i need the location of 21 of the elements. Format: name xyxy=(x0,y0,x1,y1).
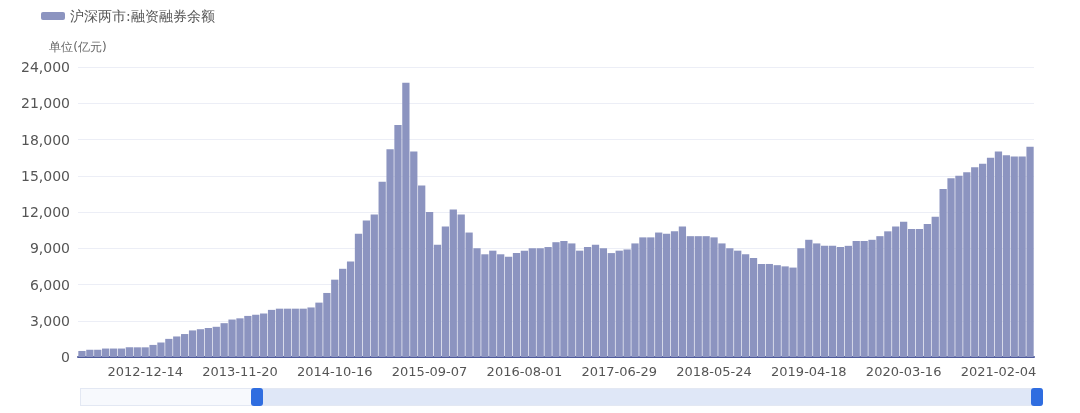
x-tick-label: 2021-02-04 xyxy=(960,364,1037,379)
x-tick-label: 2016-08-01 xyxy=(486,364,563,379)
x-tick-label: 2013-11-20 xyxy=(202,364,278,379)
x-tick-label: 2012-12-14 xyxy=(107,364,183,379)
x-tick-label: 2017-06-29 xyxy=(581,364,657,379)
y-tick-label: 9,000 xyxy=(29,240,70,257)
y-tick-label: 6,000 xyxy=(29,276,70,293)
x-tick-label: 2015-09-07 xyxy=(391,364,468,379)
y-tick-label: 0 xyxy=(61,349,70,365)
x-tick-label: 2018-05-24 xyxy=(676,364,752,379)
y-tick-label: 3,000 xyxy=(29,312,70,329)
y-tick-label: 12,000 xyxy=(21,204,70,220)
legend-label: 沪深两市:融资融券余额 xyxy=(70,8,215,24)
y-tick-label: 15,000 xyxy=(21,167,70,184)
x-tick-label: 2020-03-16 xyxy=(865,364,942,379)
y-tick-label: 18,000 xyxy=(21,131,70,148)
x-tick-label: 2014-10-16 xyxy=(297,364,373,379)
y-axis-title: 单位(亿元) xyxy=(49,40,107,54)
y-tick-label: 24,000 xyxy=(21,59,70,75)
y-tick-label: 21,000 xyxy=(21,95,70,112)
x-tick-label: 2019-04-18 xyxy=(771,364,847,379)
